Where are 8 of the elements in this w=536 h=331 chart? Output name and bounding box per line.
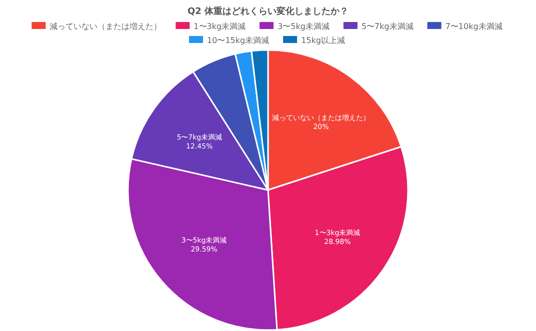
legend-label: 10〜15kg未満減 [207,36,270,45]
legend-label: 15kg以上減 [301,36,345,45]
legend-label: 3〜5kg未満減 [278,22,330,31]
chart-title: Q2 体重はどれくらい変化しましたか？ [187,6,349,17]
legend-label: 減っていない（または増えた） [50,22,162,31]
legend-label: 7〜10kg未満減 [445,22,502,31]
legend-label: 5〜7kg未満減 [361,22,414,31]
legend-label: 1〜3kg未満減 [194,22,246,31]
